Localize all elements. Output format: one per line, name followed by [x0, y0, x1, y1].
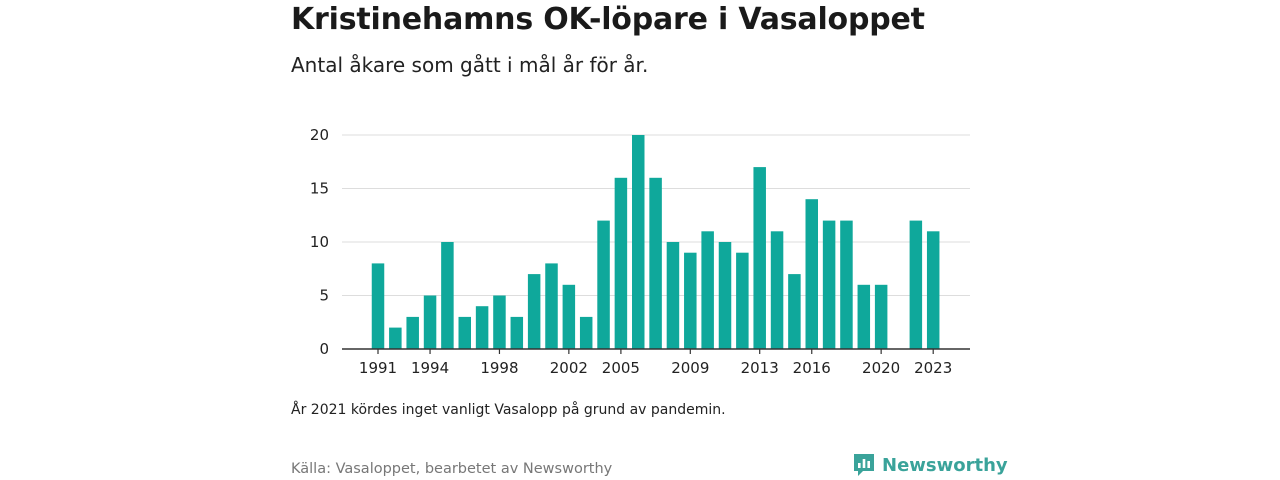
y-tick-label: 20 [310, 126, 329, 144]
newsworthy-logo-icon [854, 454, 874, 476]
x-tick-label: 1994 [411, 359, 449, 377]
bar-2005 [614, 177, 628, 349]
bar-2010 [701, 231, 714, 349]
bar-2002 [562, 284, 576, 349]
bar-2015 [788, 274, 801, 349]
bar-1994 [423, 295, 437, 349]
bar-2014 [770, 231, 784, 349]
bar-1992 [389, 327, 402, 349]
bar-2023 [926, 231, 940, 349]
bar-2009 [684, 252, 697, 349]
bar-2008 [666, 242, 680, 349]
x-tick-label: 2005 [602, 359, 640, 377]
bar-2016 [805, 199, 818, 349]
x-tick-label: 1991 [359, 359, 397, 377]
x-tick-label: 1998 [480, 359, 518, 377]
bar-2013 [753, 167, 766, 349]
bar-2007 [649, 177, 662, 349]
x-tick-label: 2020 [862, 359, 900, 377]
bar-1991 [371, 263, 385, 349]
x-tick-label: 2016 [793, 359, 831, 377]
bar-1995 [441, 242, 454, 349]
axis-layer [342, 348, 970, 354]
bar-1996 [458, 316, 471, 349]
newsworthy-logo-text: Newsworthy [882, 454, 1008, 476]
bar-2020 [874, 284, 888, 349]
bar-1999 [510, 316, 524, 349]
bar-layer [371, 135, 940, 349]
x-tick-label: 2013 [741, 359, 779, 377]
chart-title: Kristinehamns OK-löpare i Vasaloppet [291, 2, 925, 37]
bar-2004 [597, 220, 610, 349]
chart-note: År 2021 kördes inget vanligt Vasalopp på… [291, 402, 726, 418]
chart-subtitle: Antal åkare som gått i mål år för år. [291, 53, 649, 77]
y-tick-label: 10 [310, 233, 329, 251]
bar-2018 [840, 220, 853, 349]
bar-2012 [736, 252, 749, 349]
bar-1998 [493, 295, 506, 349]
newsworthy-logo[interactable]: Newsworthy [852, 452, 1008, 478]
label-layer: 0 5 10 15 20 1991 1994 1998 2002 2005 2009 2013 2016… [310, 126, 952, 377]
bar-2022 [909, 220, 923, 349]
bar-2003 [579, 316, 593, 349]
bar-2000 [527, 274, 541, 349]
x-tick-label: 2009 [671, 359, 709, 377]
y-tick-label: 5 [319, 287, 329, 305]
bar-2011 [718, 242, 732, 349]
bar-2006 [632, 135, 645, 349]
bar-2019 [857, 284, 871, 349]
bar-1997 [475, 306, 489, 349]
x-tick-label: 2002 [550, 359, 588, 377]
bar-1993 [406, 316, 419, 349]
source-credit: Källa: Vasaloppet, bearbetet av Newswort… [291, 461, 613, 477]
y-tick-label: 15 [310, 180, 329, 198]
y-tick-label: 0 [319, 340, 329, 358]
x-tick-label: 2023 [914, 359, 952, 377]
bar-2017 [822, 220, 836, 349]
bar-2001 [545, 263, 558, 349]
bar-chart: 0 5 10 15 20 1991 1994 1998 2002 2005 2009 2013 2016… [310, 126, 970, 377]
